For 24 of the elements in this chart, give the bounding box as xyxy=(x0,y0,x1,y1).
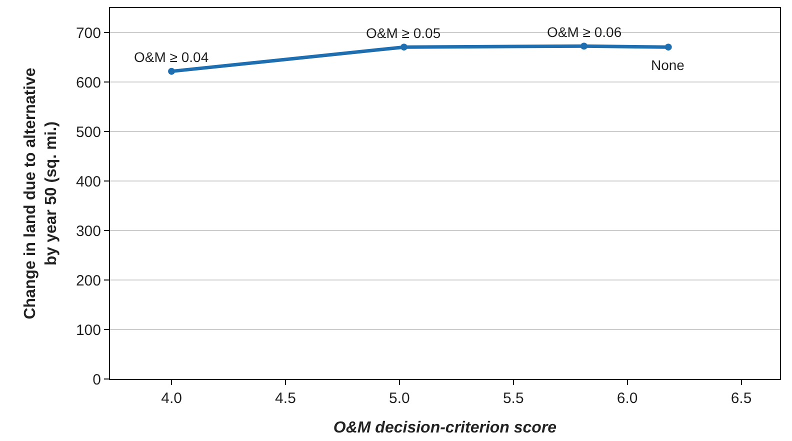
point xyxy=(168,68,176,75)
y-tick-label: 600 xyxy=(76,74,101,92)
y-tick-label: 300 xyxy=(76,222,101,240)
point xyxy=(580,42,588,50)
y-tick-label: 0 xyxy=(92,371,101,388)
x-tick-label: 4.5 xyxy=(275,390,296,407)
x-tick-label: 6.0 xyxy=(616,390,638,407)
x-tick-label: 5.0 xyxy=(388,390,410,407)
point xyxy=(664,44,672,51)
x-axis-title: O&M decision-criterion score xyxy=(333,420,557,437)
y-tick-label: 700 xyxy=(76,24,101,42)
y-tick-label: 500 xyxy=(76,124,101,141)
y-tick-label: 100 xyxy=(76,322,101,339)
y-axis-title: Change in land due to alternative by year 50 (sq. mi.) xyxy=(22,68,60,320)
annotation: O&M ≥ 0.05 xyxy=(366,25,441,41)
annotation: O&M ≥ 0.06 xyxy=(547,24,622,40)
y-tick-label: 400 xyxy=(76,173,101,190)
x-tick-label: 6.5 xyxy=(730,390,752,407)
x-tick-label: 5.5 xyxy=(502,390,524,407)
annotation: O&M ≥ 0.04 xyxy=(134,49,209,65)
annotation: None xyxy=(651,57,685,73)
y-tick-label: 200 xyxy=(76,272,101,290)
point xyxy=(400,44,408,51)
x-tick-label: 4.0 xyxy=(161,390,182,407)
